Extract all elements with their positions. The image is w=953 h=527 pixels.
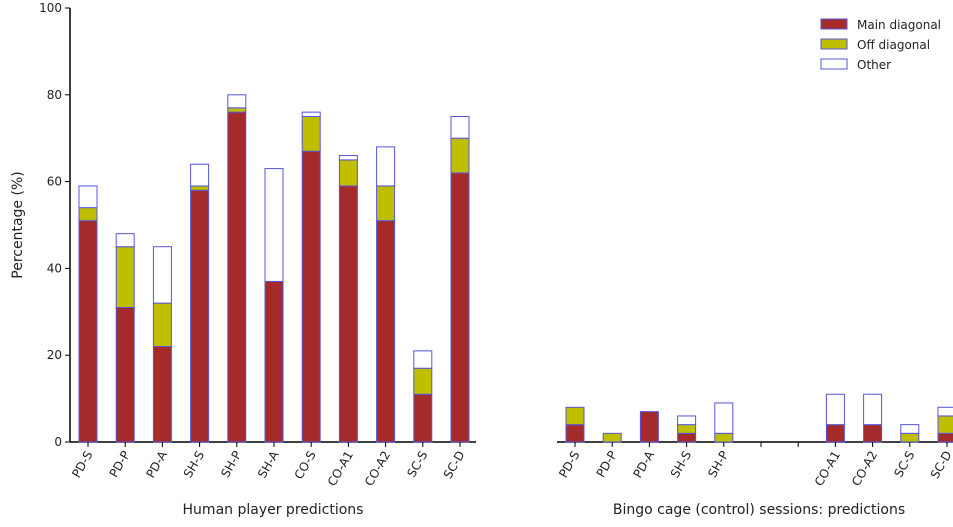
bar-segment-main-diagonal — [863, 424, 883, 443]
bar-segment-off-diagonal — [714, 432, 734, 443]
x-tick-label: SC-S — [404, 449, 430, 480]
bar-segment-main-diagonal — [677, 432, 697, 443]
bar-segment-other — [152, 246, 172, 304]
bar-segment-off-diagonal — [190, 185, 210, 191]
bar-segment-main-diagonal — [376, 220, 396, 443]
bar-segment-other — [863, 393, 883, 426]
bar-segment-off-diagonal — [115, 246, 135, 308]
bar-segment-main-diagonal — [450, 172, 470, 443]
bar-segment-main-diagonal — [227, 111, 247, 443]
x-tick-label: SH-S — [668, 449, 694, 481]
x-tick-label: CO-A2 — [362, 449, 393, 489]
x-tick-label: SH-A — [255, 448, 282, 481]
bar-segment-main-diagonal — [115, 306, 135, 443]
bar-segment-main-diagonal — [413, 393, 433, 443]
x-tick-label: PD-P — [107, 449, 133, 480]
bar-segment-off-diagonal — [565, 406, 585, 426]
x-tick-label: SC-D — [441, 449, 468, 482]
bar-segment-main-diagonal — [264, 280, 284, 443]
bar-segment-other — [714, 402, 734, 434]
bar-segment-other — [825, 393, 845, 426]
bar-segment-main-diagonal — [78, 220, 98, 443]
bar-segment-other — [450, 116, 470, 139]
y-tick-label: 80 — [47, 88, 62, 102]
bar-segment-other — [190, 163, 210, 187]
legend-swatch-main-diagonal — [820, 18, 848, 30]
x-tick-label: CO-S — [292, 449, 319, 482]
bar-segment-main-diagonal — [937, 432, 953, 443]
x-tick-label: SH-P — [218, 449, 244, 480]
x-tick-label: PD-S — [556, 449, 582, 481]
bar-segment-main-diagonal — [565, 424, 585, 443]
x-axis-label: Bingo cage (control) sessions: predictio… — [613, 502, 905, 518]
bar-segment-other — [376, 146, 396, 187]
y-tick-label: 40 — [47, 261, 62, 275]
bar-segment-other — [900, 424, 920, 434]
x-tick-label: CO-A2 — [849, 449, 880, 489]
bar-segment-other — [264, 168, 284, 282]
x-tick-label: CO-A1 — [325, 449, 356, 489]
bar-segment-off-diagonal — [78, 207, 98, 222]
y-tick-label: 100 — [39, 1, 62, 15]
x-tick-label: SC-D — [928, 449, 953, 482]
bar-segment-other — [937, 406, 953, 417]
bar-segment-off-diagonal — [677, 424, 697, 434]
y-axis-label: Percentage (%) — [10, 171, 26, 278]
bar-segment-off-diagonal — [227, 107, 247, 113]
bar-segment-other — [227, 94, 247, 109]
bar-segment-off-diagonal — [900, 432, 920, 443]
bar-segment-off-diagonal — [937, 415, 953, 434]
bar-segment-other — [115, 233, 135, 248]
bar-segment-main-diagonal — [301, 150, 321, 443]
legend-swatch-other — [820, 58, 848, 70]
x-tick-label: SC-S — [891, 449, 917, 480]
y-tick-label: 0 — [54, 435, 62, 449]
bar-segment-other — [338, 155, 358, 161]
x-tick-label: SH-S — [181, 449, 207, 481]
bar-segment-off-diagonal — [602, 432, 622, 443]
bar-segment-other — [677, 415, 697, 426]
bar-segment-other — [78, 185, 98, 209]
bar-segment-other — [301, 111, 321, 118]
legend-swatch-off-diagonal — [820, 38, 848, 50]
bingo-cage-panel: PD-S PD-P PD-A SH-S SH-P CO-A1 CO-A2 SC-S SC-D Bi… — [556, 393, 953, 518]
y-tick-label: 20 — [47, 348, 62, 362]
legend: Main diagonal Off diagonal Other — [820, 18, 941, 72]
legend-label: Off diagonal — [857, 38, 930, 52]
bar-segment-main-diagonal — [825, 424, 845, 443]
bar-segment-main-diagonal — [338, 185, 358, 443]
bar-segment-off-diagonal — [152, 302, 172, 348]
bar-segment-off-diagonal — [450, 137, 470, 174]
x-tick-label: SH-P — [705, 449, 731, 480]
human-predictions-panel: 0 20 40 60 80 100 Percentage (%) PD-S PD-P PD-A SH… — [10, 1, 476, 518]
bar-segment-off-diagonal — [376, 185, 396, 222]
bar-segment-other — [413, 350, 433, 369]
legend-label: Main diagonal — [857, 18, 941, 32]
y-tick-label: 60 — [47, 175, 62, 189]
bar-segment-main-diagonal — [152, 346, 172, 443]
x-tick-label: PD-A — [143, 448, 170, 481]
bar-segment-off-diagonal — [413, 367, 433, 395]
bar-segment-off-diagonal — [338, 159, 358, 187]
x-tick-label: PD-P — [594, 449, 620, 480]
legend-label: Other — [857, 58, 891, 72]
x-axis-label: Human player predictions — [183, 502, 364, 518]
x-tick-label: PD-S — [69, 449, 95, 481]
bar-segment-off-diagonal — [301, 116, 321, 152]
x-tick-label: CO-A1 — [812, 449, 843, 489]
x-tick-label: PD-A — [630, 448, 657, 481]
bar-segment-main-diagonal — [639, 411, 659, 443]
bar-segment-main-diagonal — [190, 189, 210, 443]
